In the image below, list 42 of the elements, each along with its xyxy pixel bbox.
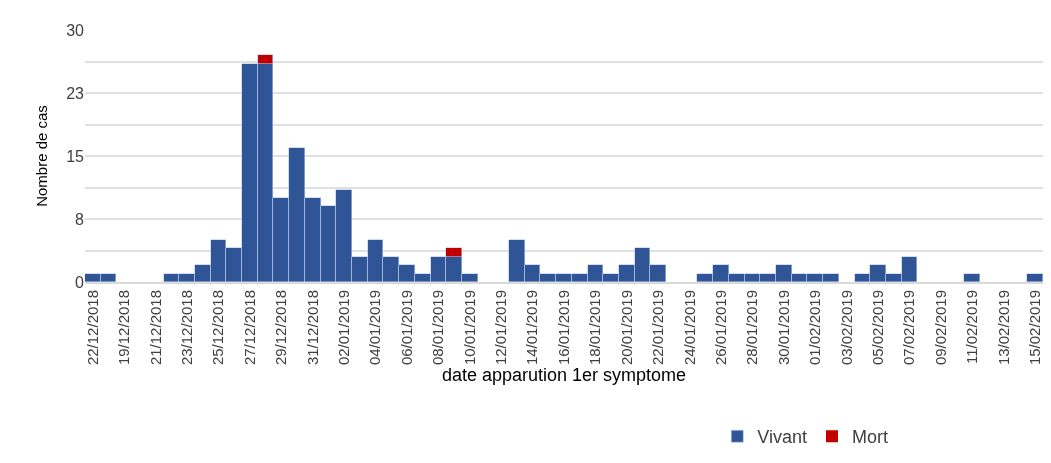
- x-tick-label: 11/02/2019: [963, 290, 981, 364]
- x-tick-label: 05/02/2019: [868, 290, 886, 366]
- y-tick-label: 30: [66, 21, 85, 39]
- x-tick-label: 07/02/2019: [900, 290, 918, 366]
- bar: [1026, 273, 1043, 282]
- x-tick-label: 13/02/2019: [994, 290, 1012, 366]
- x-tick-label: 16/01/2019: [554, 290, 572, 366]
- y-axis-title: Nombre de cas: [33, 105, 51, 207]
- x-tick-label: 26/01/2019: [711, 290, 729, 366]
- x-tick-label: 08/01/2019: [429, 290, 447, 366]
- x-tick-label: 12/01/2019: [492, 290, 510, 366]
- x-tick-label: 01/02/2019: [806, 290, 824, 366]
- x-tick-label: 25/12/2018: [209, 290, 227, 366]
- x-tick-label: 24/01/2019: [680, 290, 698, 366]
- y-tick-label: 23: [66, 84, 85, 102]
- x-tick-label: 02/01/2019: [335, 290, 353, 366]
- x-tick-label: 30/01/2019: [774, 290, 792, 366]
- x-tick-label: 21/12/2018: [146, 290, 164, 366]
- x-tick-label: 23/12/2018: [177, 290, 195, 366]
- x-tick-label: 09/02/2019: [931, 290, 949, 366]
- x-tick-label: 15/02/2019: [1026, 290, 1044, 366]
- bar: [963, 273, 980, 282]
- x-tick-label: 14/01/2019: [523, 290, 541, 366]
- x-tick-label: 03/02/2019: [837, 290, 855, 366]
- y-tick-label: 15: [66, 147, 85, 165]
- x-tick-label: 22/12/2018: [83, 290, 101, 366]
- y-tick-label: 8: [75, 210, 85, 228]
- x-tick-label: 29/12/2018: [272, 290, 290, 366]
- x-tick-label: 10/01/2019: [460, 290, 478, 366]
- x-axis-title: date apparution 1er symptome: [441, 365, 687, 386]
- y-tick-label: 0: [75, 273, 85, 291]
- x-tick-label: 31/12/2018: [303, 290, 321, 366]
- legend-label: Vivant: [757, 427, 807, 448]
- x-tick-label: 28/01/2019: [743, 290, 761, 366]
- x-tick-label: 22/01/2019: [649, 290, 667, 366]
- x-tick-label: 04/01/2019: [366, 290, 384, 366]
- legend-label: Mort: [851, 427, 888, 448]
- x-tick-label: 20/01/2019: [617, 290, 635, 366]
- x-tick-label: 06/01/2019: [397, 290, 415, 366]
- x-tick-label: 18/01/2019: [586, 290, 604, 366]
- x-tick-label: 27/12/2018: [240, 290, 258, 366]
- x-tick-label: 19/12/2018: [115, 290, 133, 366]
